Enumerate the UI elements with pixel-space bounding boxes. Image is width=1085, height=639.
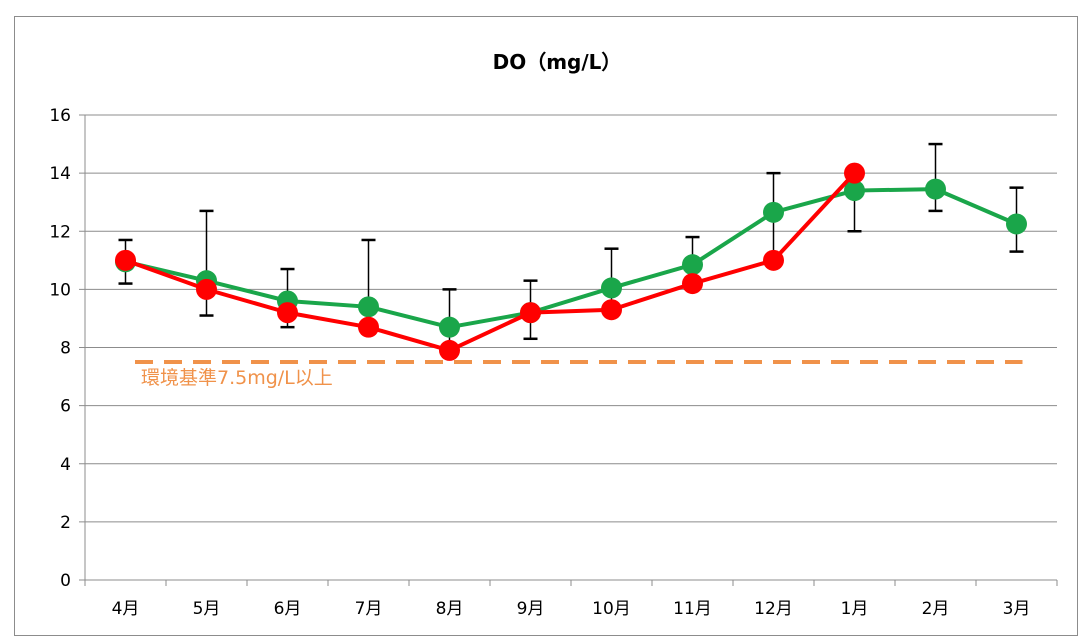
y-tick-label: 16	[49, 106, 71, 126]
series-1-point	[925, 178, 946, 200]
series-1-point	[763, 201, 784, 223]
series-2-point	[277, 302, 298, 324]
x-tick-label: 11月	[673, 599, 712, 619]
series-1-point	[844, 180, 865, 202]
series-1-point	[682, 254, 703, 276]
y-tick-label: 6	[60, 397, 71, 417]
chart-frame: DO（mg/L） 0 2 4 6 8 10 12 14 16 4月 5月 6月 7月 8月 9月 10月 11月…	[14, 16, 1078, 636]
series-1-point	[358, 296, 379, 318]
y-tick-label: 12	[49, 222, 71, 242]
series-1-point	[439, 316, 460, 338]
x-tick-label: 12月	[754, 599, 793, 619]
series-layer	[115, 162, 1027, 361]
series-2-point	[763, 249, 784, 271]
y-tick-label: 14	[49, 164, 71, 184]
series-1-line	[125, 187, 1018, 330]
x-tick-label: 6月	[274, 599, 302, 619]
x-tick-label: 5月	[193, 599, 221, 619]
series-2-line	[124, 171, 856, 353]
x-tick-label: 2月	[922, 599, 950, 619]
x-tick-label: 1月	[841, 599, 869, 619]
x-tick-label: 9月	[517, 599, 545, 619]
series-2-point	[520, 302, 541, 324]
series-1-point	[601, 277, 622, 299]
series-2-point	[844, 162, 865, 184]
series-1-point	[1006, 213, 1027, 235]
axis-layer: 0 2 4 6 8 10 12 14 16 4月 5月 6月 7月 8月 9月 10月 11月 12月 1月 2月 3月	[49, 106, 1058, 619]
series-2-point	[358, 316, 379, 338]
series-2-point	[196, 278, 217, 300]
series-2-point	[439, 339, 460, 361]
x-tick-label: 3月	[1003, 599, 1031, 619]
series-2-point	[682, 273, 703, 295]
x-tick-label: 4月	[112, 599, 140, 619]
series-2-point	[601, 299, 622, 321]
x-tick-label: 8月	[436, 599, 464, 619]
do-line-chart: DO（mg/L） 0 2 4 6 8 10 12 14 16 4月 5月 6月 7月 8月 9月 10月 11月…	[49, 50, 1058, 619]
reference-label: 環境基準7.5mg/L以上	[141, 367, 333, 389]
y-tick-label: 4	[60, 455, 71, 475]
y-tick-label: 8	[60, 339, 71, 359]
chart-title: DO（mg/L）	[493, 50, 622, 74]
x-tick-label: 10月	[592, 599, 631, 619]
y-tick-label: 2	[60, 513, 71, 533]
y-tick-label: 10	[49, 280, 71, 300]
x-tick-label: 7月	[355, 599, 383, 619]
series-2-point	[115, 249, 136, 271]
y-tick-label: 0	[60, 571, 71, 591]
grid-layer	[85, 114, 1057, 581]
error-bar-layer	[118, 142, 1024, 352]
